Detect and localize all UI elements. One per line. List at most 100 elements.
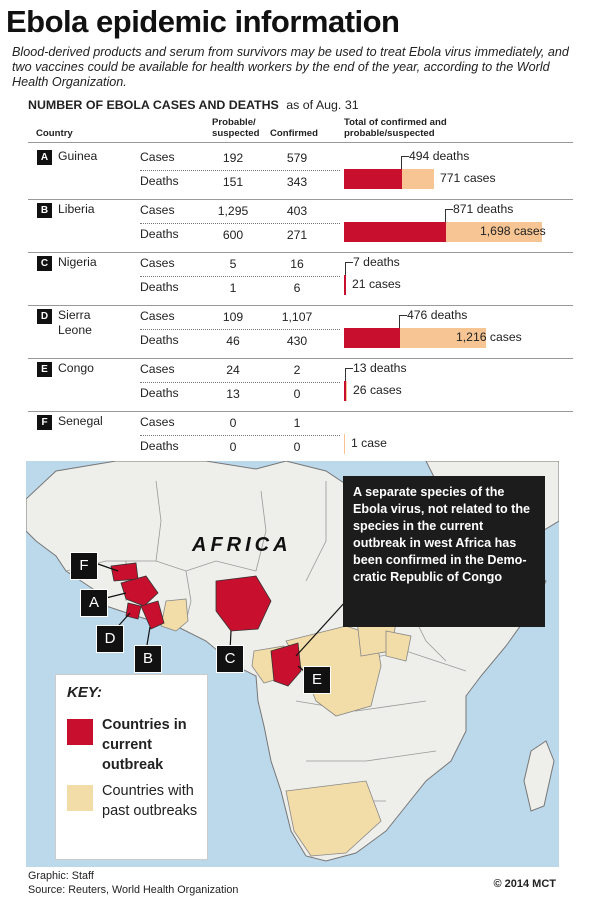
row-dotted-divider bbox=[140, 170, 340, 171]
country-letter-badge: E bbox=[37, 362, 52, 377]
total-deaths-bar bbox=[344, 381, 346, 401]
cases-label: Cases bbox=[140, 415, 175, 429]
country-name: Liberia bbox=[58, 202, 95, 216]
deaths-confirmed-value: 343 bbox=[286, 175, 308, 189]
congo-shape bbox=[270, 642, 302, 687]
infographic-title: Ebola epidemic information bbox=[6, 4, 400, 39]
deaths-leader-tick bbox=[445, 209, 453, 210]
cases-label: Cases bbox=[140, 362, 175, 376]
deaths-probable-value: 600 bbox=[222, 228, 244, 242]
total-deaths-bar bbox=[344, 275, 346, 295]
deaths-label: Deaths bbox=[140, 174, 179, 188]
column-header-probable: Probable/ suspected bbox=[212, 117, 260, 139]
map-marker-a: A bbox=[80, 589, 108, 617]
map-marker-f: F bbox=[70, 552, 98, 580]
deaths-confirmed-value: 271 bbox=[286, 228, 308, 242]
column-header-confirmed: Confirmed bbox=[270, 128, 318, 139]
column-header-country: Country bbox=[36, 128, 73, 139]
deaths-confirmed-value: 430 bbox=[286, 334, 308, 348]
country-name: Nigeria bbox=[58, 255, 97, 269]
table-title: NUMBER OF EBOLA CASES AND DEATHS as of A… bbox=[28, 98, 359, 112]
madagascar bbox=[523, 740, 555, 812]
total-deaths-note: 871 deaths bbox=[453, 202, 514, 216]
cases-probable-value: 24 bbox=[226, 363, 240, 377]
key-label-current: Countries in current outbreak bbox=[102, 717, 187, 773]
country-name: Senegal bbox=[58, 414, 103, 428]
deaths-leader-tick bbox=[401, 156, 409, 157]
row-dotted-divider bbox=[140, 382, 340, 383]
total-cases-note: 21 cases bbox=[352, 277, 401, 291]
total-cases-note: 771 cases bbox=[440, 171, 496, 185]
table-divider bbox=[28, 199, 573, 200]
key-label-past: Countries with past outbreaks bbox=[102, 783, 198, 819]
table-divider bbox=[28, 358, 573, 359]
deaths-leader-line bbox=[445, 209, 446, 222]
past-outbreak-countries bbox=[160, 598, 412, 857]
cases-label: Cases bbox=[140, 150, 175, 164]
cases-label: Cases bbox=[140, 309, 175, 323]
current-outbreak-countries bbox=[110, 562, 302, 687]
deaths-leader-line bbox=[399, 315, 400, 328]
south-africa-region bbox=[285, 780, 382, 857]
infographic-subtitle: Blood-derived products and serum from su… bbox=[12, 45, 569, 89]
country-letter-badge: A bbox=[37, 150, 52, 165]
map-marker-c: C bbox=[216, 645, 244, 673]
graphic-credit: Graphic: Staff bbox=[28, 870, 94, 882]
row-dotted-divider bbox=[140, 276, 340, 277]
key-title: KEY: bbox=[67, 684, 103, 701]
nigeria-shape bbox=[215, 575, 272, 632]
total-cases-note: 1 case bbox=[351, 436, 387, 450]
table-divider bbox=[28, 305, 573, 306]
total-cases-note: 26 cases bbox=[353, 383, 402, 397]
table-as-of: as of Aug. 31 bbox=[286, 98, 359, 112]
total-deaths-note: 476 deaths bbox=[407, 308, 468, 322]
liberia-shape bbox=[140, 600, 165, 630]
senegal-shape bbox=[110, 562, 139, 582]
cases-probable-value: 109 bbox=[222, 310, 244, 324]
deaths-label: Deaths bbox=[140, 227, 179, 241]
country-letter-badge: B bbox=[37, 203, 52, 218]
deaths-label: Deaths bbox=[140, 439, 179, 453]
deaths-leader-line bbox=[345, 368, 346, 381]
uganda-region bbox=[385, 630, 412, 662]
deaths-confirmed-value: 0 bbox=[293, 440, 301, 454]
deaths-confirmed-value: 0 bbox=[293, 387, 301, 401]
africa-region-label: AFRICA bbox=[192, 534, 292, 556]
congo-callout-box: A separate species of the Ebola virus, n… bbox=[343, 476, 545, 627]
deaths-leader-line bbox=[345, 262, 346, 275]
deaths-probable-value: 46 bbox=[226, 334, 240, 348]
deaths-label: Deaths bbox=[140, 386, 179, 400]
table-divider bbox=[28, 252, 573, 253]
table-divider bbox=[28, 411, 573, 412]
cases-confirmed-value: 579 bbox=[286, 151, 308, 165]
key-swatch-past bbox=[67, 785, 93, 811]
source-credit: Source: Reuters, World Health Organizati… bbox=[28, 884, 239, 896]
deaths-leader-line bbox=[401, 156, 402, 169]
row-dotted-divider bbox=[140, 329, 340, 330]
total-cases-note: 1,698 cases bbox=[480, 224, 546, 238]
cases-confirmed-value: 403 bbox=[286, 204, 308, 218]
map-marker-d: D bbox=[96, 625, 124, 653]
cases-label: Cases bbox=[140, 203, 175, 217]
map-marker-b: B bbox=[134, 645, 162, 673]
cases-confirmed-value: 2 bbox=[293, 363, 301, 377]
key-swatch-current bbox=[67, 719, 93, 745]
map-marker-e: E bbox=[303, 666, 331, 694]
deaths-leader-tick bbox=[345, 262, 353, 263]
cases-confirmed-value: 1,107 bbox=[281, 310, 313, 324]
country-name: Guinea bbox=[58, 149, 98, 163]
total-deaths-bar bbox=[344, 222, 446, 242]
deaths-label: Deaths bbox=[140, 333, 179, 347]
cases-confirmed-value: 1 bbox=[293, 416, 301, 430]
cases-label: Cases bbox=[140, 256, 175, 270]
total-deaths-bar bbox=[344, 328, 400, 348]
deaths-confirmed-value: 6 bbox=[293, 281, 301, 295]
deaths-probable-value: 151 bbox=[222, 175, 244, 189]
total-deaths-bar bbox=[344, 169, 402, 189]
deaths-probable-value: 0 bbox=[229, 440, 237, 454]
country-letter-badge: F bbox=[37, 415, 52, 430]
cases-probable-value: 192 bbox=[222, 151, 244, 165]
deaths-label: Deaths bbox=[140, 280, 179, 294]
map-key: KEY: Countries in current outbreak Count… bbox=[55, 674, 208, 860]
cases-probable-value: 0 bbox=[229, 416, 237, 430]
